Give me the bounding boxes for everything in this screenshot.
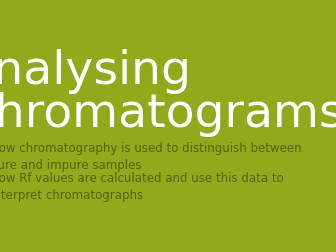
Text: Chromatograms: Chromatograms (0, 92, 336, 137)
Text: How chromatography is used to distinguish between
pure and impure samples: How chromatography is used to distinguis… (0, 142, 302, 172)
Text: Analysing: Analysing (0, 49, 192, 94)
Text: How Rf values are calculated and use this data to
interpret chromatographs: How Rf values are calculated and use thi… (0, 172, 284, 202)
